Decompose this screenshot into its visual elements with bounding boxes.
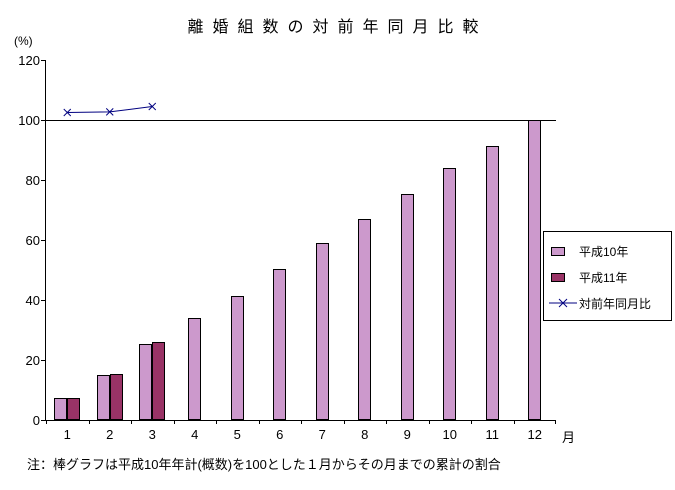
y-tick-label: 100 [18,113,40,128]
y-tick-mark [41,60,46,61]
x-tick-mark [46,420,47,424]
legend-label-heisei11: 平成11年 [579,270,628,285]
legend-item-yoy-ratio: 対前年同月比 [549,290,666,316]
x-tick-label: 8 [361,427,369,442]
x-tick-label: 7 [318,427,326,442]
y-tick-label: 80 [25,173,40,188]
legend-swatch-area-heisei11 [549,272,579,282]
y-tick-label: 20 [25,353,40,368]
bar-heisei10-month-4 [188,318,202,420]
bar-heisei10-month-10 [443,168,457,420]
x-tick-mark [173,420,175,424]
bar-heisei11-month-3 [152,342,166,420]
plot-area: 0 20 40 60 80 100 120 1 2 3 4 5 6 7 8 9 10 11 12 [18,54,556,442]
x-tick-label: 5 [233,427,241,442]
x-tick-mark [301,420,302,424]
legend-swatch-heisei10 [551,246,565,256]
x-marker-icon [148,102,157,111]
bar-heisei10-month-8 [358,219,372,420]
bar-heisei10-month-9 [400,193,414,420]
legend: 平成10年 平成11年 対前年同月比 [543,231,672,321]
x-tick-label: 9 [403,427,411,442]
x-tick-mark [471,420,472,424]
bar-heisei10-month-6 [273,268,287,420]
line-path [67,106,153,113]
chart-title: 離婚組数の対前年同月比較 [187,19,488,36]
bar-heisei10-month-5 [230,295,244,420]
x-tick-label: 12 [527,427,542,442]
x-tick-mark [555,420,556,424]
legend-line-x-icon [549,298,577,308]
y-tick-mark [41,360,46,361]
y-tick-mark [41,300,46,301]
x-marker-icon [105,108,114,116]
x-marker-icon [148,102,157,111]
y-tick-mark [41,120,46,121]
bar-heisei10-month-12 [528,120,542,420]
x-tick-mark [386,420,387,424]
x-tick-mark [131,420,132,424]
bar-heisei10-month-1 [54,397,68,420]
bar-heisei10-month-2 [96,375,110,420]
legend-swatch-area-heisei10 [549,246,579,256]
x-tick-mark [428,420,430,424]
y-tick-mark [41,180,46,181]
y-tick-label: 120 [18,53,40,68]
x-marker-icon [105,108,114,116]
x-marker-icon [63,108,72,117]
bar-heisei10-month-11 [485,145,499,420]
y-tick-mark [41,240,46,241]
bar-heisei11-month-2 [109,373,123,420]
y-axis-unit-label: (%) [14,34,33,48]
y-tick-label: 40 [25,293,40,308]
footnote: 注：棒グラフは平成10年年計(概数)を100とした１月からその月までの累計の割合 [27,457,501,472]
x-tick-label: 4 [191,427,199,442]
y-tick-mark [41,420,46,421]
x-tick-mark [343,420,345,424]
x-marker-icon [63,108,72,117]
x-tick-label: 10 [442,427,457,442]
reference-line-100 [46,120,556,121]
x-tick-mark [88,420,90,424]
legend-line-swatch [549,298,579,308]
x-tick-mark [513,420,515,424]
x-tick-label: 3 [148,427,156,442]
y-tick-label: 60 [25,233,40,248]
x-axis-unit-label: 月 [562,430,576,445]
bar-heisei10-month-3 [139,343,153,420]
x-tick-label: 11 [485,427,500,442]
x-tick-mark [258,420,260,424]
x-tick-mark [216,420,217,424]
legend-item-heisei10: 平成10年 [549,238,666,264]
legend-label-yoy-ratio: 対前年同月比 [579,296,652,311]
x-tick-label: 1 [63,427,71,442]
legend-swatch-heisei11 [551,272,565,282]
x-tick-label: 2 [106,427,114,442]
y-tick-label: 0 [32,413,40,428]
legend-item-heisei11: 平成11年 [549,264,666,290]
yoy-ratio-line-series [63,102,157,117]
legend-label-heisei10: 平成10年 [579,244,629,259]
x-tick-label: 6 [276,427,284,442]
bar-heisei10-month-7 [315,243,329,420]
bar-heisei11-month-1 [67,397,81,420]
